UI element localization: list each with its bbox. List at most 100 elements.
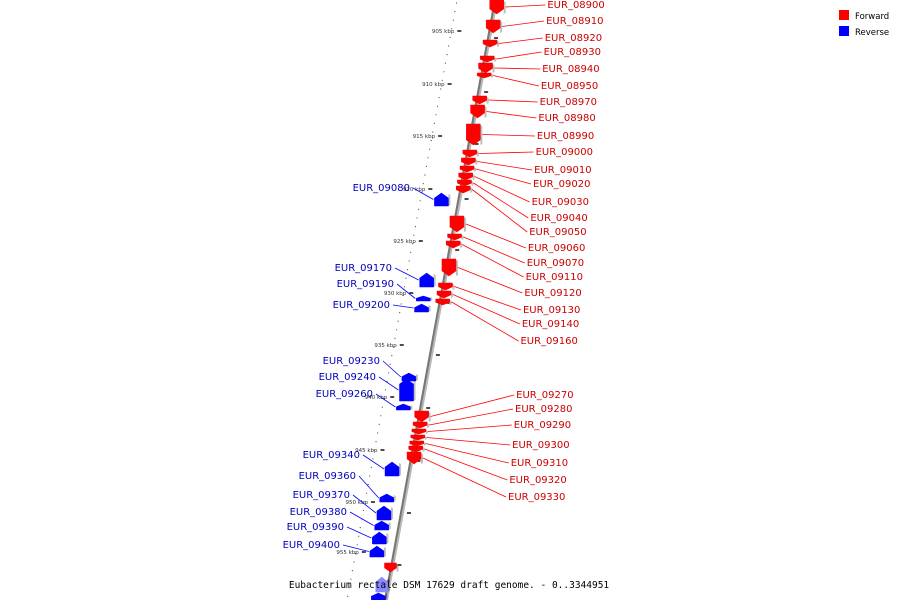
- reverse-label-leader: [392, 304, 414, 309]
- ruler-dot: [394, 337, 396, 339]
- forward-gene-label: EUR_09310: [511, 458, 568, 469]
- tick-label: 920 kbp: [403, 187, 426, 193]
- ruler-dot: [429, 148, 431, 150]
- reverse-gene-feature: [434, 192, 449, 207]
- reverse-gene-feature: [379, 493, 394, 503]
- forward-gene-feature: [489, 0, 504, 15]
- forward-label-leader: [473, 182, 529, 219]
- ruler-dot: [447, 45, 450, 47]
- ruler-dot: [440, 88, 442, 90]
- ruler-dot: [375, 441, 377, 443]
- forward-gene-feature-shade: [427, 423, 430, 428]
- reverse-gene-feature-shade: [430, 297, 433, 301]
- legend-forward-label: Forward: [855, 12, 889, 22]
- reverse-gene-feature: [399, 378, 414, 402]
- forward-gene-feature: [462, 149, 478, 158]
- ruler-dot: [425, 165, 428, 167]
- reverse-gene-feature: [384, 461, 400, 477]
- reverse-gene-feature: [369, 545, 385, 558]
- ruler-dot: [358, 535, 360, 537]
- forward-label-leader: [422, 457, 507, 498]
- forward-gene-label: EUR_08920: [545, 33, 602, 44]
- reverse-gene-label: EUR_09260: [316, 389, 373, 400]
- forward-label-leader: [463, 236, 525, 264]
- forward-gene-label: EUR_09140: [522, 319, 579, 330]
- forward-gene-feature-shade: [494, 57, 497, 62]
- forward-label-leader: [452, 294, 521, 325]
- reverse-gene-feature-partial: [371, 592, 386, 600]
- forward-gene-label: EUR_09130: [523, 305, 580, 316]
- reverse-gene-label: EUR_09380: [290, 507, 347, 518]
- forward-gene-feature: [414, 410, 429, 423]
- forward-gene-feature-shade: [449, 300, 452, 305]
- reverse-gene-feature: [416, 295, 431, 302]
- forward-label-leader: [430, 394, 515, 417]
- forward-gene-label: EUR_08930: [544, 47, 601, 58]
- forward-gene-feature-shade: [455, 260, 458, 276]
- ruler-dot: [449, 36, 451, 39]
- forward-gene-feature-shade: [491, 74, 494, 78]
- forward-gene-label: EUR_09070: [527, 258, 584, 269]
- ruler-dot: [414, 226, 417, 228]
- forward-label-leader: [454, 286, 522, 311]
- reverse-gene-feature-shade: [448, 194, 451, 206]
- forward-gene-label: EUR_09030: [532, 197, 589, 208]
- reverse-gene-feature: [396, 403, 411, 411]
- reverse-gene-feature: [401, 372, 417, 382]
- forward-label-leader: [496, 51, 542, 60]
- reverse-gene-feature: [414, 303, 429, 313]
- ruler-dot: [455, 2, 458, 4]
- forward-gene-feature-shade: [486, 97, 489, 104]
- reverse-label-leader: [349, 511, 374, 526]
- reverse-gene-feature: [376, 505, 392, 521]
- forward-gene-feature: [476, 72, 492, 79]
- forward-gene-label: EUR_09270: [516, 390, 573, 401]
- reverse-gene-feature: [374, 520, 389, 531]
- forward-gene-label: EUR_09330: [508, 492, 565, 503]
- forward-gene-feature-shade: [472, 174, 475, 180]
- ruler-dot: [443, 71, 445, 73]
- forward-gene-feature: [479, 55, 495, 63]
- forward-gene-label: EUR_08910: [546, 16, 603, 27]
- ruler-dot: [362, 509, 365, 511]
- forward-label-leader: [488, 99, 538, 103]
- ruler-dot: [381, 406, 383, 408]
- forward-label-leader: [427, 424, 512, 432]
- ruler-dot: [400, 303, 402, 305]
- forward-gene-feature-shade: [500, 21, 503, 33]
- genome-title: Eubacterium rectale DSM 17629 draft geno…: [289, 580, 610, 591]
- reverse-gene-feature-shade: [386, 533, 389, 544]
- reverse-label-leader: [375, 393, 396, 408]
- forward-gene-feature-shade: [428, 412, 431, 422]
- ruler-dot: [389, 363, 391, 365]
- reverse-gene-feature-shade: [410, 405, 413, 410]
- reverse-gene-feature: [372, 531, 387, 545]
- ruler-dot: [411, 243, 413, 245]
- forward-gene-feature: [472, 95, 487, 105]
- forward-gene-feature: [485, 19, 501, 34]
- ruler-dot: [422, 183, 424, 185]
- legend-reverse-label: Reverse: [855, 28, 889, 38]
- label-leaders: [342, 4, 546, 552]
- reverse-gene-feature-shade: [393, 495, 396, 502]
- ruler-dot: [395, 329, 398, 331]
- ruler-dot: [380, 415, 382, 417]
- forward-gene-feature-shade: [452, 284, 455, 290]
- forward-label-leader: [472, 189, 528, 233]
- forward-label-leader: [429, 408, 514, 426]
- forward-gene-feature: [438, 282, 453, 291]
- tick-label: 910 kbp: [422, 82, 445, 88]
- forward-gene-feature-shade: [474, 167, 477, 172]
- reverse-label-leader: [396, 283, 416, 299]
- tick-label: 935 kbp: [374, 343, 397, 349]
- forward-gene-feature: [449, 215, 465, 233]
- forward-gene-label: EUR_08940: [542, 64, 599, 75]
- reverse-gene-feature-partial: [375, 576, 388, 593]
- tick-dots: [347, 2, 458, 598]
- ruler-dot: [377, 432, 379, 434]
- reverse-gene-label: EUR_09340: [303, 450, 360, 461]
- ruler-dot: [430, 140, 432, 142]
- forward-gene-feature-shade: [471, 181, 474, 186]
- ruler-dot: [424, 174, 426, 176]
